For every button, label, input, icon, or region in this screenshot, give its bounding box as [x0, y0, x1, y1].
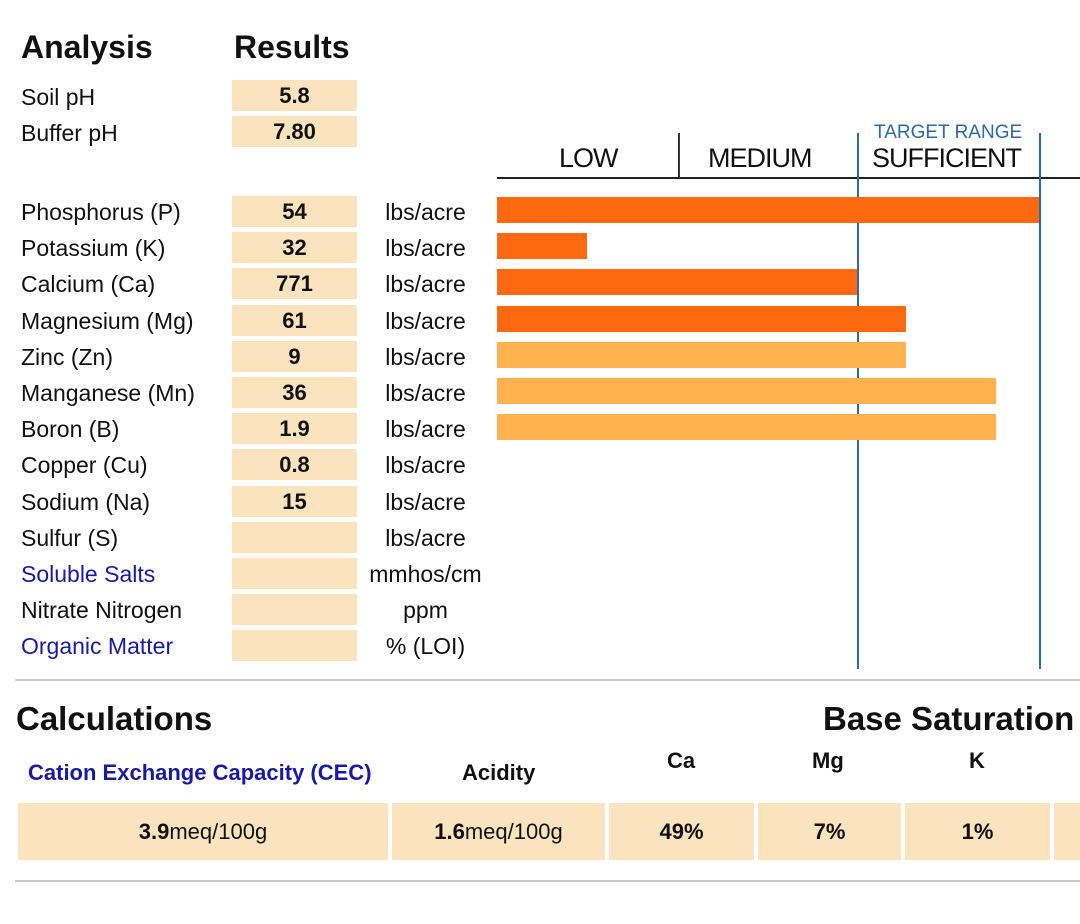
nutrient-label: Phosphorus (P) — [21, 199, 181, 225]
nutrient-label: Copper (Cu) — [21, 452, 148, 478]
nutrient-unit: lbs/acre — [385, 416, 466, 442]
nutrient-level-bar — [497, 306, 906, 332]
acidity-value: 1.6 — [434, 818, 465, 844]
nutrient-unit: lbs/acre — [385, 308, 466, 334]
nutrient-value: 9 — [232, 341, 357, 372]
nutrient-unit: lbs/acre — [385, 344, 466, 370]
nutrient-label[interactable]: Soluble Salts — [21, 561, 156, 587]
nutrient-unit: mmhos/cm — [369, 561, 482, 587]
acidity-value-cell: 1.6 meq/100g — [392, 803, 605, 860]
target-range-caption: TARGET RANGE — [874, 122, 1023, 143]
mg-value-cell: 7% — [758, 803, 901, 860]
range-divider-low-medium — [678, 133, 680, 178]
nutrient-unit: lbs/acre — [385, 380, 466, 406]
ca-label: Ca — [667, 748, 696, 773]
nutrient-value — [232, 630, 357, 661]
cec-link[interactable]: Cation Exchange Capacity (CEC) — [28, 760, 372, 785]
buffer-ph-value: 7.80 — [232, 116, 357, 147]
analysis-heading: Analysis — [21, 29, 153, 65]
nutrient-label[interactable]: Organic Matter — [21, 633, 174, 659]
acidity-label: Acidity — [462, 760, 536, 785]
nutrient-label: Boron (B) — [21, 416, 120, 442]
ca-value-cell: 49% — [609, 803, 754, 860]
nutrient-value: 1.9 — [232, 413, 357, 444]
nutrient-level-bar — [497, 342, 906, 368]
nutrient-unit: lbs/acre — [385, 452, 466, 478]
calculations-heading: Calculations — [16, 700, 213, 737]
nutrient-label: Calcium (Ca) — [21, 271, 156, 297]
nutrient-value: 36 — [232, 377, 357, 408]
cec-value-cell: 3.9 meq/100g — [18, 803, 388, 860]
nutrient-unit: lbs/acre — [385, 489, 466, 515]
nutrient-label: Sodium (Na) — [21, 489, 151, 515]
range-scale: LOW MEDIUM SUFFICIENT TARGET RANGE — [497, 122, 1080, 669]
nutrient-value: 771 — [232, 268, 357, 299]
ca-value: 49% — [659, 818, 704, 844]
buffer-ph-label: Buffer pH — [21, 120, 118, 146]
range-label-low: LOW — [559, 143, 619, 173]
nutrient-label: Manganese (Mn) — [21, 380, 195, 406]
cec-unit: meq/100g — [169, 818, 268, 844]
nutrient-unit: lbs/acre — [385, 525, 466, 551]
nutrient-unit: ppm — [403, 597, 448, 623]
soil-ph-value: 5.8 — [232, 80, 357, 111]
range-baseline — [497, 177, 1080, 179]
next-value-cell — [1054, 803, 1080, 860]
results-heading: Results — [234, 29, 350, 65]
base-saturation-heading: Base Saturation — [823, 700, 1075, 737]
nutrient-level-bar — [497, 197, 1039, 223]
nutrient-label: Sulfur (S) — [21, 525, 119, 551]
acidity-unit: meq/100g — [464, 818, 563, 844]
nutrient-unit: lbs/acre — [385, 199, 466, 225]
nutrient-unit: % (LOI) — [385, 633, 466, 659]
mg-label: Mg — [812, 748, 844, 773]
nutrient-value — [232, 594, 357, 625]
nutrient-value: 15 — [232, 486, 357, 517]
nutrient-label: Nitrate Nitrogen — [21, 597, 183, 623]
nutrient-value: 61 — [232, 305, 357, 336]
cec-value: 3.9 — [138, 818, 170, 844]
nutrient-level-bar — [497, 233, 587, 259]
nutrient-level-bar — [497, 378, 996, 404]
target-range-right-line — [1039, 133, 1041, 669]
k-label: K — [969, 748, 985, 773]
range-label-sufficient: SUFFICIENT — [872, 143, 1022, 173]
range-label-medium: MEDIUM — [708, 143, 812, 173]
nutrient-level-bar — [497, 269, 857, 295]
nutrient-value: 0.8 — [232, 449, 357, 480]
nutrient-unit: lbs/acre — [385, 271, 466, 297]
section-divider-top — [15, 679, 1080, 681]
nutrient-label: Magnesium (Mg) — [21, 308, 194, 334]
nutrient-label: Potassium (K) — [21, 235, 166, 261]
mg-value: 7% — [813, 818, 846, 844]
nutrient-label: Zinc (Zn) — [21, 344, 113, 370]
nutrient-value: 32 — [232, 232, 357, 263]
nutrient-unit: lbs/acre — [385, 235, 466, 261]
soil-ph-label: Soil pH — [21, 84, 96, 110]
nutrient-level-bar — [497, 414, 996, 440]
k-value: 1% — [961, 818, 994, 844]
section-divider-bottom — [15, 880, 1080, 882]
nutrient-value — [232, 522, 357, 553]
k-value-cell: 1% — [905, 803, 1050, 860]
nutrient-value: 54 — [232, 196, 357, 227]
nutrient-value — [232, 558, 357, 589]
